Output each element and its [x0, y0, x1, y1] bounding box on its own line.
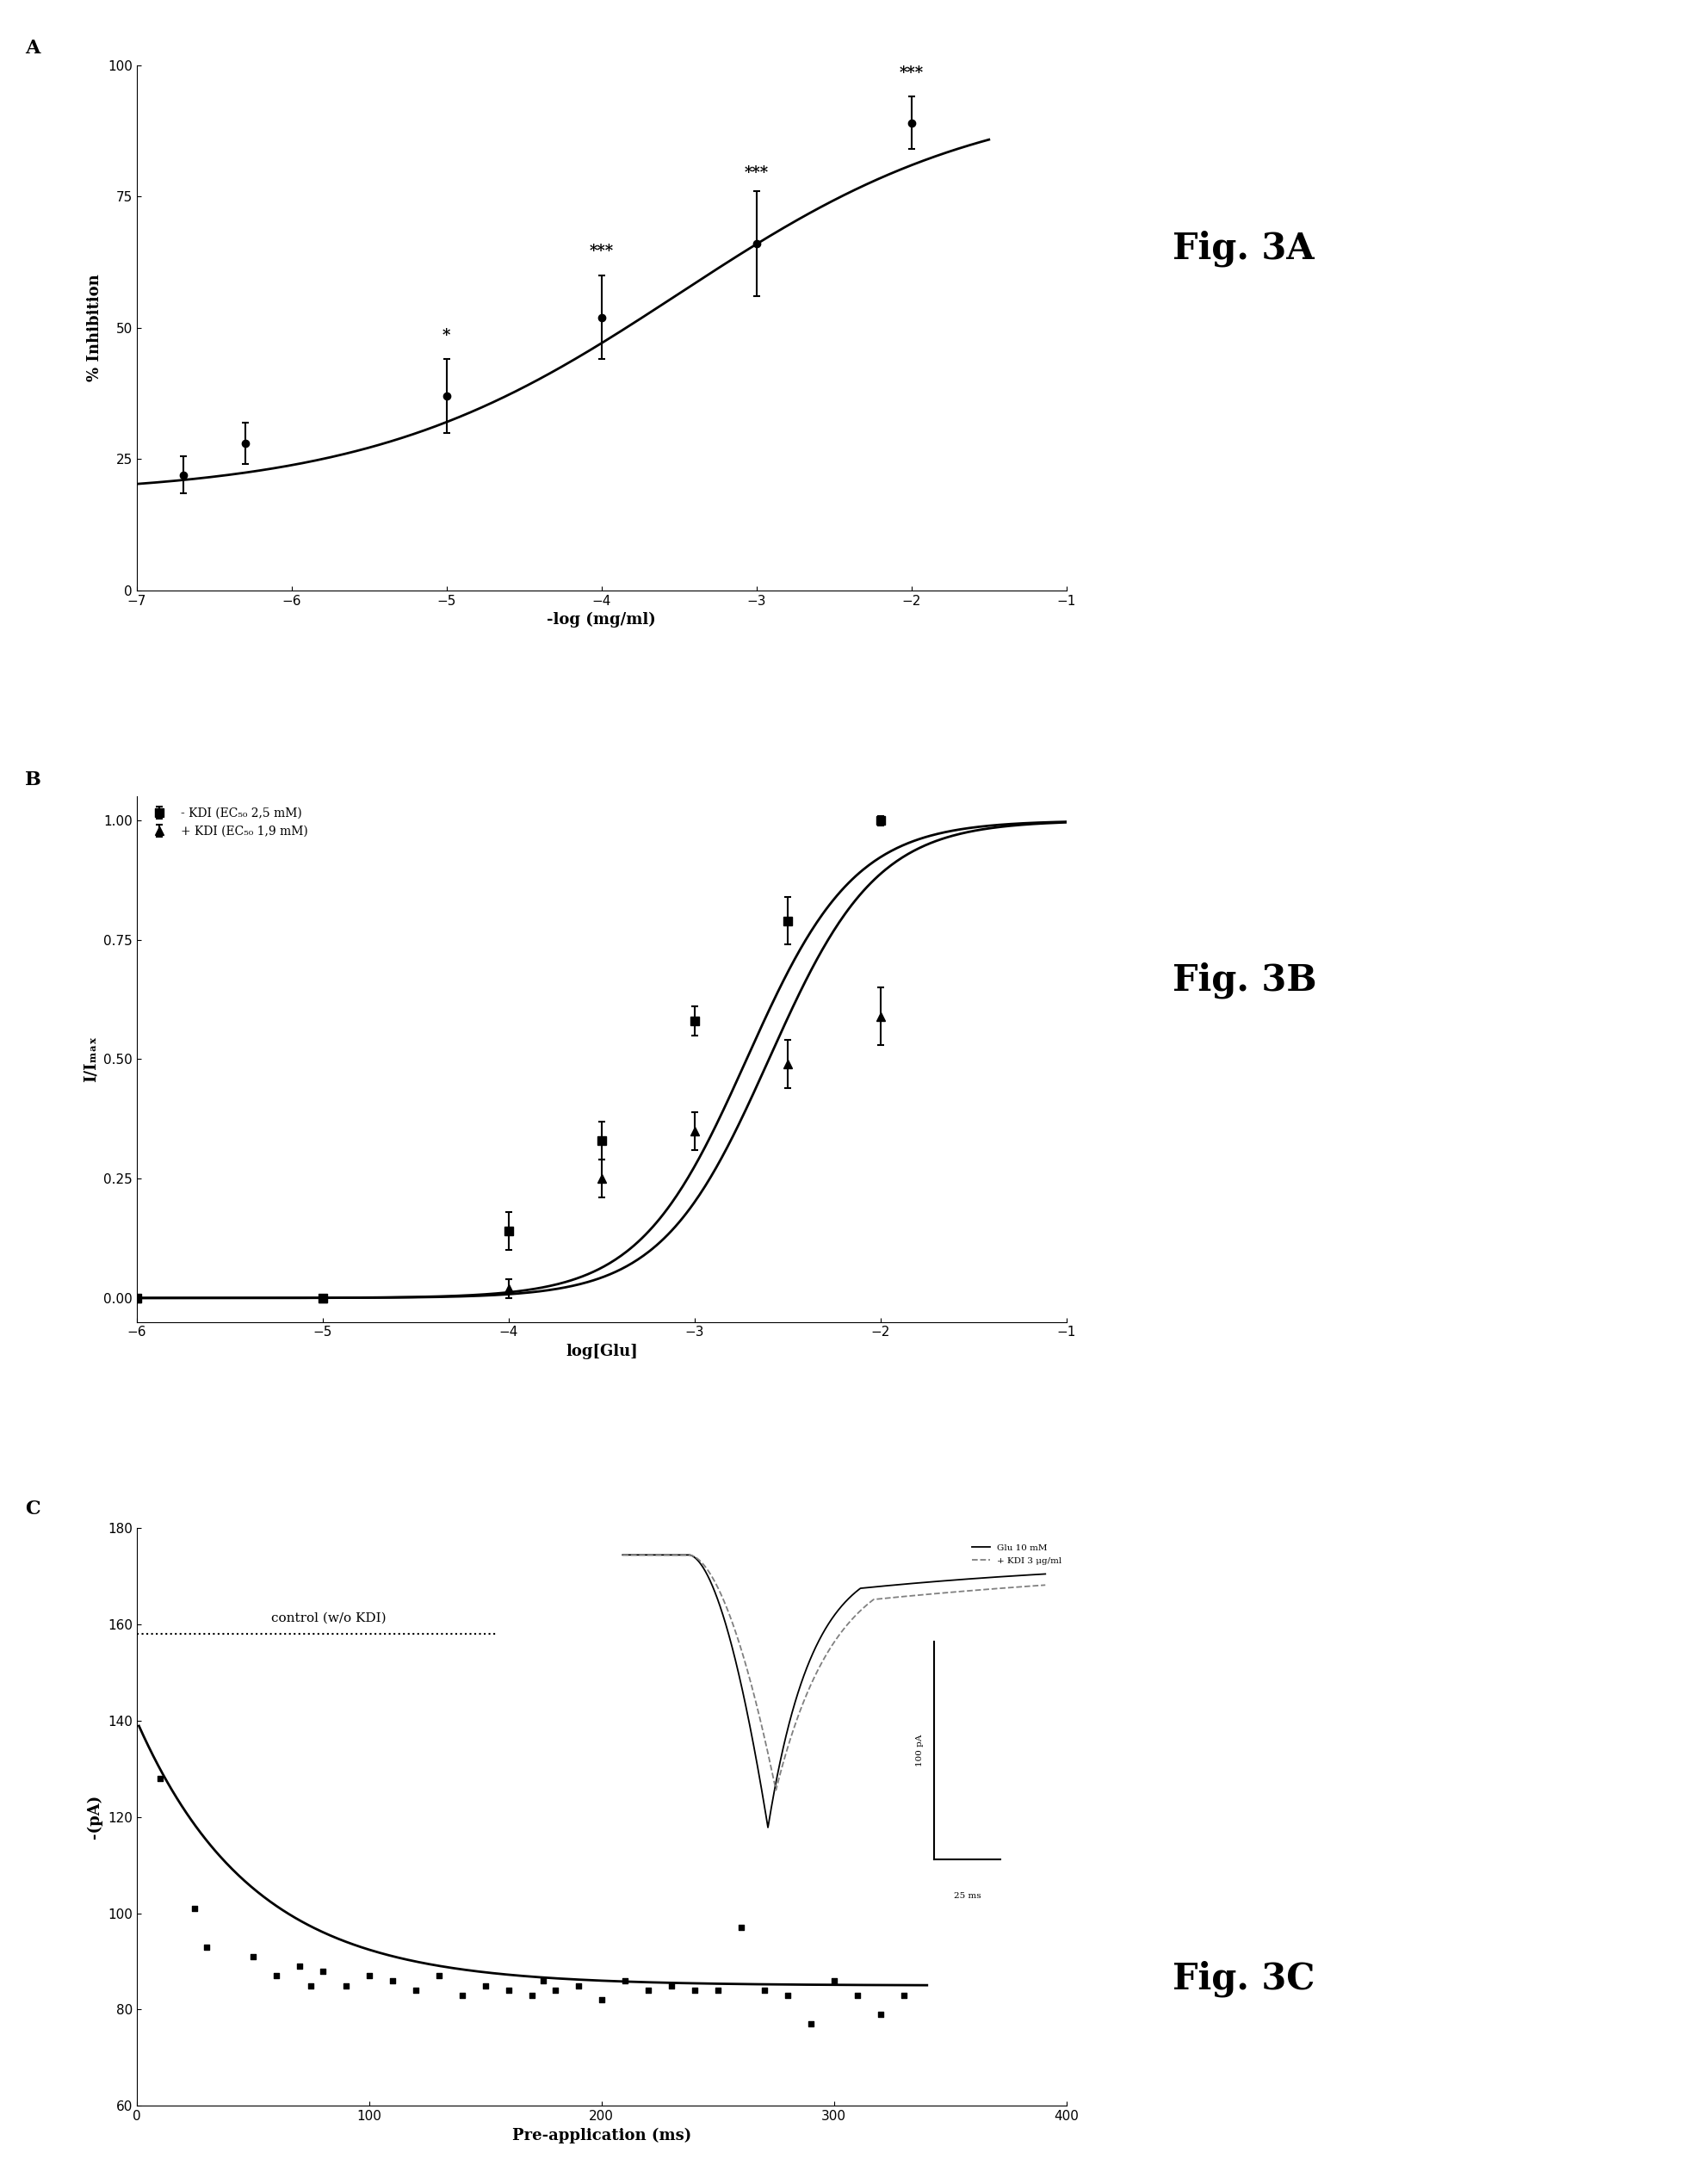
Point	[728, 1910, 755, 1945]
Point	[425, 1958, 453, 1993]
Point	[297, 1969, 325, 2004]
Point	[471, 1969, 499, 2004]
Text: control (w/o KDI): control (w/o KDI)	[272, 1613, 386, 1624]
Point	[355, 1958, 383, 1993]
Text: ***: ***	[900, 65, 924, 80]
Text: *: *	[442, 328, 451, 343]
Point	[634, 1973, 661, 2008]
Text: C: C	[26, 1500, 41, 1518]
Point	[844, 1978, 871, 2013]
Point	[611, 1963, 639, 1997]
Point	[379, 1963, 407, 1997]
Y-axis label: % Inhibition: % Inhibition	[87, 274, 102, 382]
Point	[798, 2006, 825, 2041]
Point	[285, 1950, 313, 1984]
Point	[239, 1939, 266, 1973]
Legend: - KDI (EC₅₀ 2,5 mM), + KDI (EC₅₀ 1,9 mM): - KDI (EC₅₀ 2,5 mM), + KDI (EC₅₀ 1,9 mM)	[143, 803, 313, 842]
X-axis label: -log (mg/ml): -log (mg/ml)	[547, 612, 656, 627]
Point	[193, 1930, 220, 1965]
Point	[681, 1973, 709, 2008]
Point	[495, 1973, 523, 2008]
Text: ***: ***	[589, 243, 613, 261]
X-axis label: Pre-application (ms): Pre-application (ms)	[512, 2128, 692, 2143]
Point	[750, 1973, 777, 2008]
Point	[181, 1891, 208, 1926]
Point	[309, 1954, 336, 1989]
Y-axis label: I/Iₘₐₓ: I/Iₘₐₓ	[84, 1036, 99, 1083]
Point	[774, 1978, 801, 2013]
Point	[263, 1958, 290, 1993]
Point	[658, 1969, 685, 2004]
Text: A: A	[26, 39, 39, 59]
Point	[541, 1973, 569, 2008]
Point	[868, 1997, 895, 2032]
Point	[401, 1973, 429, 2008]
Point	[820, 1963, 847, 1997]
Point	[890, 1978, 917, 2013]
Point	[704, 1973, 731, 2008]
Point	[565, 1969, 593, 2004]
Text: B: B	[26, 771, 41, 790]
Text: Fig. 3B: Fig. 3B	[1172, 962, 1317, 999]
Point	[518, 1978, 545, 2013]
Text: Fig. 3A: Fig. 3A	[1172, 230, 1313, 267]
Point	[147, 1761, 174, 1795]
Point	[449, 1978, 477, 2013]
Text: Fig. 3C: Fig. 3C	[1172, 1960, 1315, 1997]
X-axis label: log[Glu]: log[Glu]	[565, 1344, 637, 1359]
Point	[529, 1963, 557, 1997]
Text: ***: ***	[745, 165, 769, 180]
Point	[588, 1982, 615, 2017]
Point	[331, 1969, 359, 2004]
Y-axis label: -(pA): -(pA)	[87, 1795, 102, 1839]
